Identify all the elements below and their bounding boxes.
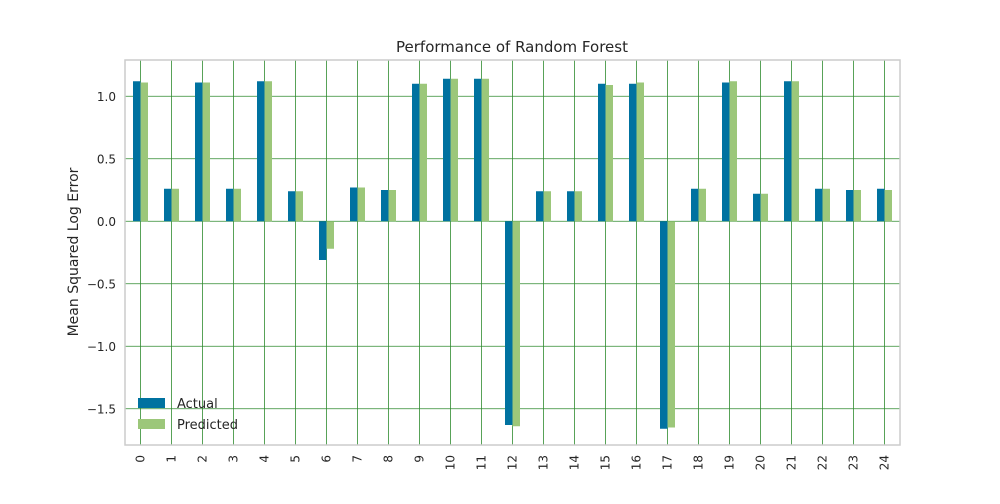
bar-predicted-23 [853, 190, 861, 222]
bar-predicted-4 [264, 81, 272, 222]
bar-predicted-15 [605, 85, 613, 222]
bar-actual-8 [381, 190, 389, 222]
bar-actual-9 [412, 83, 420, 222]
x-tick-label: 4 [258, 455, 272, 463]
bar-actual-2 [195, 82, 203, 222]
bar-predicted-5 [295, 191, 303, 222]
bar-actual-19 [722, 82, 730, 222]
bar-predicted-10 [450, 78, 458, 222]
bar-actual-13 [536, 191, 544, 222]
bar-actual-14 [567, 191, 575, 222]
y-axis-label: Mean Squared Log Error [66, 167, 82, 336]
y-tick-label: 0.0 [97, 215, 116, 229]
bar-predicted-0 [140, 82, 148, 222]
bar-actual-4 [257, 81, 265, 222]
legend: Actual Predicted [138, 397, 238, 433]
bar-predicted-7 [357, 187, 365, 222]
plot-frame [124, 59, 901, 446]
x-tick-label: 2 [196, 455, 210, 463]
bar-predicted-2 [202, 82, 210, 222]
bar-actual-24 [877, 188, 885, 222]
bar-predicted-24 [884, 190, 892, 222]
x-tick-label: 20 [754, 455, 768, 470]
bar-actual-18 [691, 188, 699, 222]
y-tick-label: 0.5 [97, 152, 116, 166]
y-tick-label: 1.0 [97, 90, 116, 104]
bar-predicted-16 [636, 82, 644, 222]
bar-actual-6 [319, 221, 327, 260]
bar-actual-7 [350, 187, 358, 222]
x-tick-label: 13 [537, 455, 551, 470]
bar-predicted-21 [791, 81, 799, 222]
x-tick-label: 1 [165, 455, 179, 463]
bar-actual-5 [288, 191, 296, 222]
bar-actual-11 [474, 78, 482, 222]
x-tick-label: 19 [723, 455, 737, 470]
legend-swatch-predicted [138, 419, 165, 429]
bar-predicted-13 [543, 191, 551, 222]
bar-actual-3 [226, 188, 234, 222]
y-tick-label: −0.5 [87, 277, 116, 291]
bar-predicted-6 [326, 221, 334, 249]
bar-predicted-22 [822, 188, 830, 222]
bar-actual-10 [443, 78, 451, 222]
x-tick-label: 12 [506, 455, 520, 470]
legend-label-actual: Actual [177, 397, 218, 412]
bar-actual-21 [784, 81, 792, 222]
x-tick-label: 22 [816, 455, 830, 470]
bar-predicted-1 [171, 188, 179, 222]
bar-actual-15 [598, 83, 606, 222]
x-tick-labels: 0 1 2 3 4 5 6 7 8 9 10 11 12 13 14 15 16 17 18 19 20 21 22 23 24 [134, 455, 892, 470]
x-tick-label: 11 [475, 455, 489, 470]
plot-border [124, 59, 901, 446]
bar-predicted-20 [760, 193, 768, 222]
legend-swatch-actual [138, 398, 165, 408]
x-tick-label: 15 [599, 455, 613, 470]
bar-predicted-9 [419, 83, 427, 222]
bar-predicted-19 [729, 81, 737, 222]
bar-actual-23 [846, 190, 854, 222]
x-tick-label: 14 [568, 455, 582, 470]
x-tick-label: 16 [630, 455, 644, 470]
x-tick-label: 8 [382, 455, 396, 463]
bar-actual-17 [660, 221, 668, 429]
bar-actual-22 [815, 188, 823, 222]
bar-predicted-8 [388, 190, 396, 222]
bar-actual-12 [505, 221, 513, 425]
bar-predicted-12 [512, 221, 520, 427]
bar-predicted-17 [667, 221, 675, 428]
bar-actual-16 [629, 83, 637, 222]
x-tick-label: 0 [134, 455, 148, 463]
x-tick-label: 18 [692, 455, 706, 470]
y-tick-label: −1.5 [87, 402, 116, 416]
x-tick-label: 3 [227, 455, 241, 463]
y-tick-label: −1.0 [87, 340, 116, 354]
x-tick-label: 10 [444, 455, 458, 470]
bar-actual-1 [164, 188, 172, 222]
x-tick-label: 6 [320, 455, 334, 463]
x-tick-label: 24 [878, 455, 892, 470]
x-tick-label: 17 [661, 455, 675, 470]
bar-actual-0 [133, 81, 141, 222]
bar-predicted-11 [481, 78, 489, 222]
bars [133, 78, 892, 429]
x-tick-label: 23 [847, 455, 861, 470]
x-tick-label: 7 [351, 455, 365, 463]
legend-label-predicted: Predicted [177, 418, 238, 433]
bar-actual-20 [753, 193, 761, 222]
bar-predicted-14 [574, 191, 582, 222]
chart-title: Performance of Random Forest [396, 38, 628, 56]
bar-predicted-18 [698, 188, 706, 222]
y-tick-labels: −1.5 −1.0 −0.5 0.0 0.5 1.0 [87, 90, 116, 417]
x-tick-label: 21 [785, 455, 799, 470]
bar-predicted-3 [233, 188, 241, 222]
x-tick-label: 9 [413, 455, 427, 463]
x-tick-label: 5 [289, 455, 303, 463]
